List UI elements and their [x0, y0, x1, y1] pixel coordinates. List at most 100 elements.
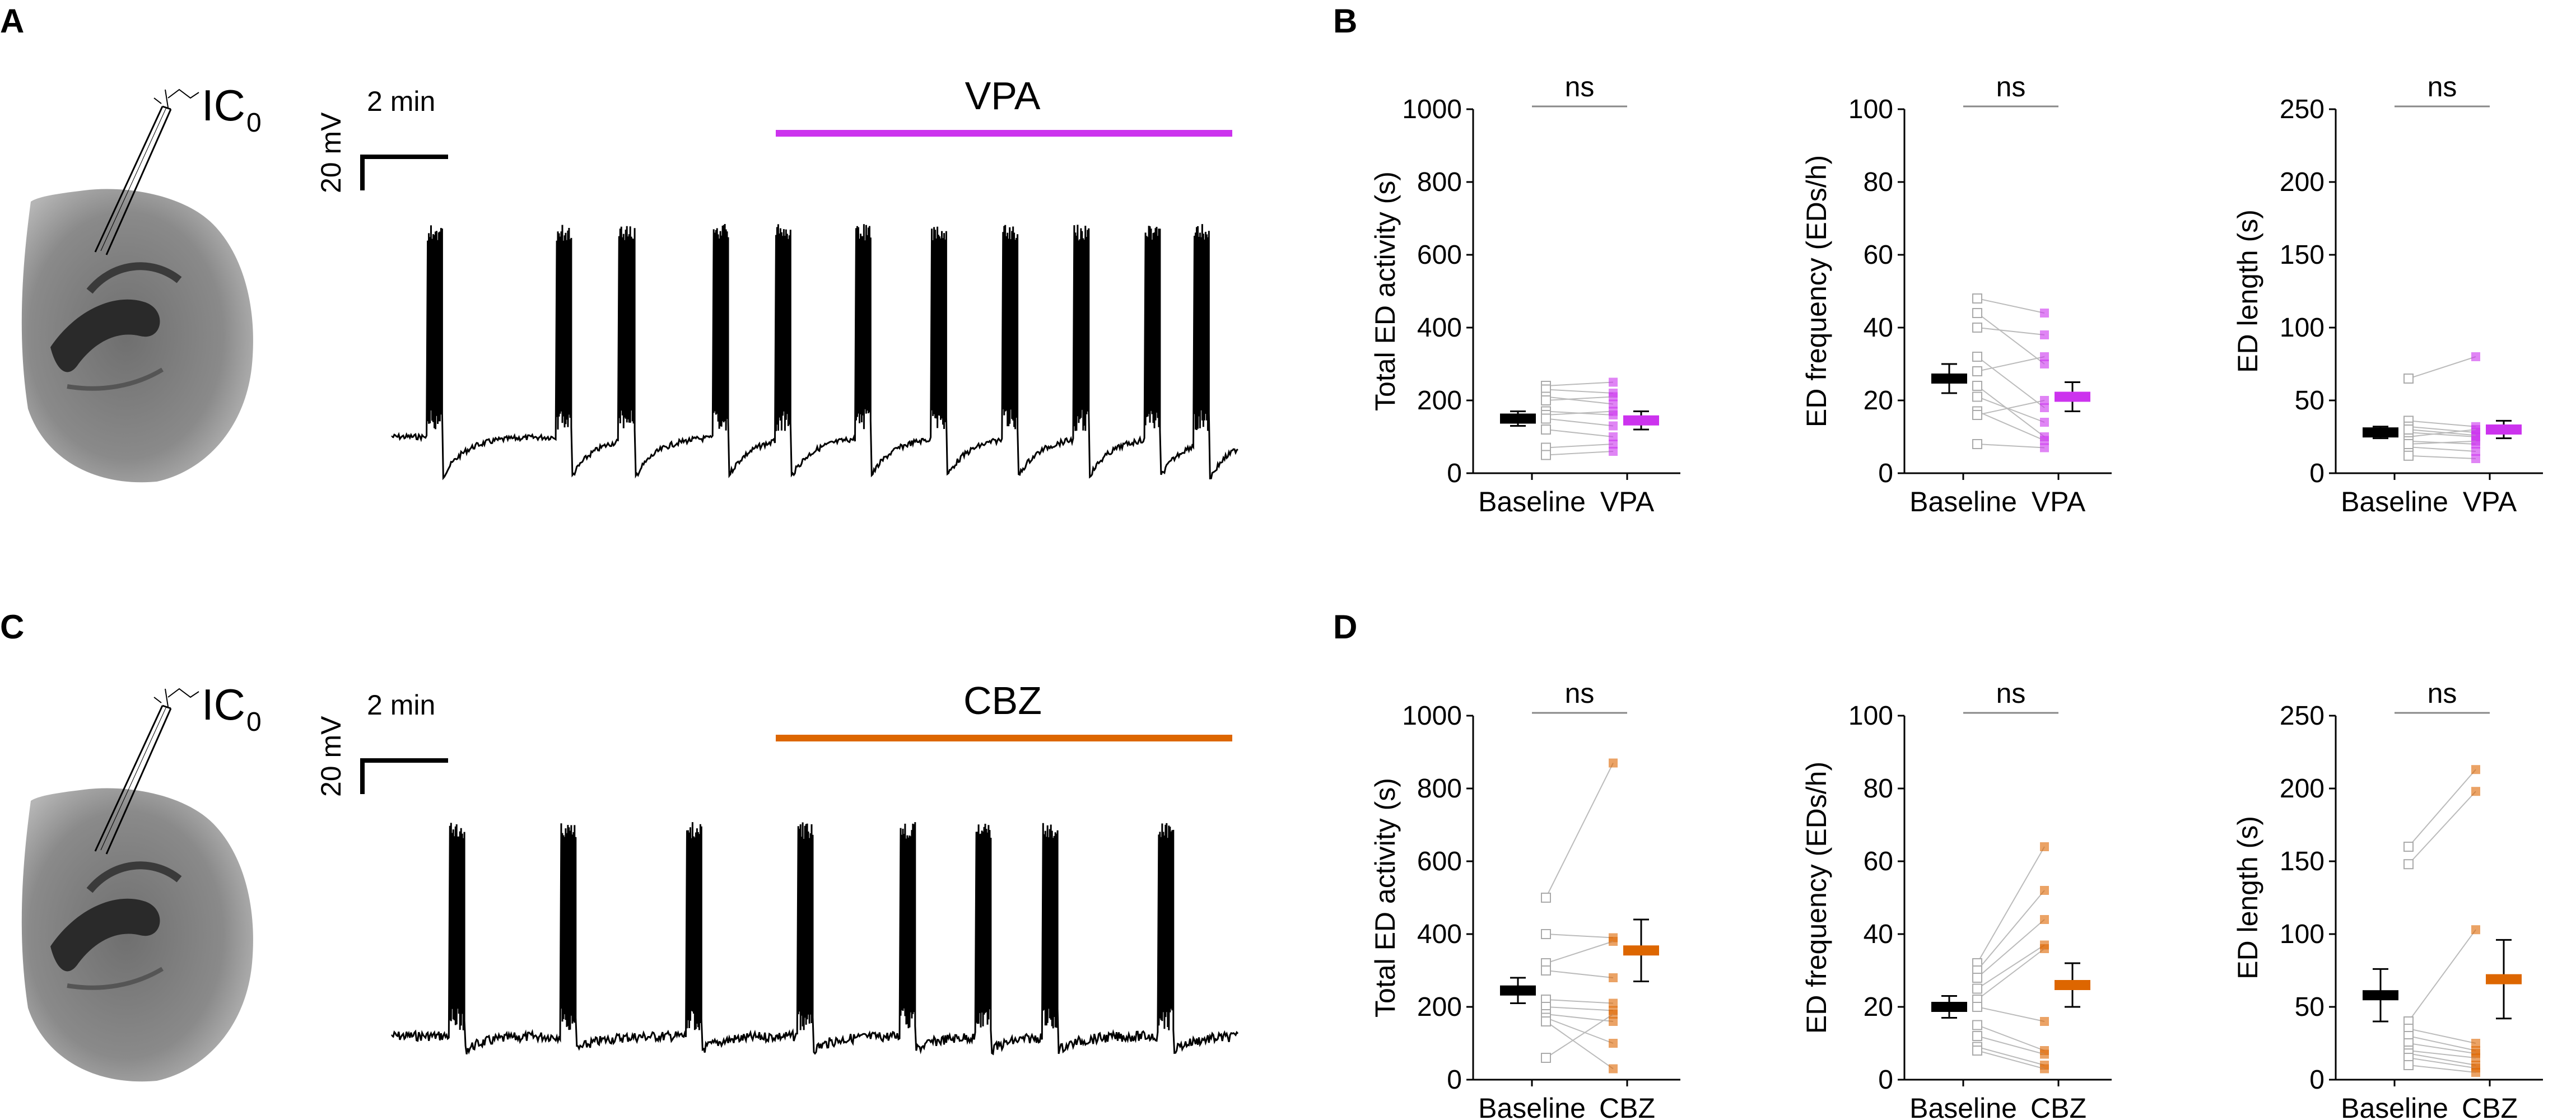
pair-line: [1977, 327, 2045, 335]
trace-a: [391, 223, 1238, 480]
drug-label-a: VPA: [965, 74, 1041, 118]
drug-point: [2471, 1053, 2480, 1062]
mean-marker: [2486, 424, 2522, 435]
drug-summary: [1623, 410, 1659, 431]
pair-line: [2408, 432, 2476, 437]
y-tick-label: 200: [2280, 774, 2325, 804]
pair-line: [1977, 298, 2045, 314]
svg-text:2 min: 2 min: [367, 86, 435, 117]
baseline-point: [1972, 366, 1982, 376]
drug-point: [2040, 309, 2049, 318]
x-category-label: Baseline: [1478, 1093, 1586, 1120]
drug-point: [1609, 1064, 1618, 1074]
pair-line: [1545, 763, 1614, 898]
drug-point: [1609, 440, 1618, 449]
x-category-label: Baseline: [1909, 1093, 2017, 1120]
svg-text:IC: IC: [202, 680, 245, 729]
y-tick-label: 80: [1864, 167, 1893, 197]
y-tick-label: 80: [1864, 774, 1893, 804]
pair-line: [2408, 1043, 2476, 1054]
baseline-point: [1972, 973, 1982, 983]
pair-line: [1977, 400, 2045, 416]
y-tick-label: 100: [1848, 95, 1893, 124]
pair-line: [1977, 356, 2045, 408]
drug-point: [1609, 1039, 1618, 1048]
y-tick-label: 150: [2280, 240, 2325, 270]
ic-label-a: IC 0: [202, 81, 262, 138]
pair-line: [1545, 999, 1614, 1004]
pair-line: [1977, 846, 2045, 964]
pair-line: [1977, 1050, 2045, 1070]
svg-text:0: 0: [246, 707, 262, 737]
panel-label-a: A: [0, 2, 24, 40]
pair-line: [1977, 1024, 2045, 1051]
baseline-summary: [2363, 426, 2398, 440]
pair-line: [2408, 420, 2476, 427]
baseline-point: [1972, 1002, 1982, 1012]
mean-marker: [2363, 427, 2398, 438]
y-tick-label: 250: [2280, 701, 2325, 731]
drug-point: [2040, 944, 2049, 953]
y-tick-label: 400: [1417, 920, 1462, 949]
pair-line: [1545, 396, 1614, 405]
pair-line: [1545, 381, 1614, 386]
drug-point: [2471, 454, 2480, 463]
slice-illustration-a: [21, 88, 253, 483]
drug-point: [2471, 447, 2480, 456]
pair-line: [2408, 1057, 2476, 1069]
mean-marker: [2055, 391, 2090, 402]
plot-axes: 0 20 40 60 80 100 ED frequency (EDs/h) Baseline…: [1801, 95, 2112, 517]
drug-label-c: CBZ: [963, 679, 1042, 722]
y-tick-label: 40: [1864, 920, 1893, 949]
drug-point: [2471, 352, 2480, 361]
pair-line: [1977, 396, 2045, 423]
svg-text:20 mV: 20 mV: [315, 112, 347, 193]
baseline-point: [1972, 1031, 1982, 1041]
significance-label: ns: [1565, 71, 1595, 102]
baseline-point: [2403, 439, 2414, 449]
drug-point: [2040, 330, 2049, 339]
drug-point: [1609, 1010, 1618, 1019]
pair-line: [1545, 970, 1614, 978]
y-tick-label: 20: [1864, 386, 1893, 416]
y-tick-label: 60: [1864, 847, 1893, 876]
pair-line: [1977, 948, 2045, 1000]
drug-summary: [2055, 381, 2090, 412]
baseline-point: [1972, 308, 1982, 318]
baseline-point: [1972, 323, 1982, 333]
y-tick-label: 0: [1447, 1065, 1462, 1095]
significance-label: ns: [2428, 71, 2457, 102]
drug-point: [2040, 436, 2049, 445]
pair-line: [2408, 440, 2476, 445]
y-tick-label: 100: [2280, 920, 2325, 949]
pair-line: [2408, 769, 2476, 847]
y-tick-label: 200: [2280, 167, 2325, 197]
mean-marker: [2363, 990, 2398, 1001]
pair-line: [2408, 1050, 2476, 1058]
y-tick-label: 20: [1864, 992, 1893, 1022]
significance-label: ns: [1996, 71, 2026, 102]
y-tick-label: 400: [1417, 313, 1462, 343]
drug-point: [2040, 418, 2049, 427]
scale-bar-c: 2 min 20 mV: [315, 689, 448, 797]
y-axis-label: ED frequency (EDs/h): [1801, 155, 1832, 427]
pair-line: [1545, 451, 1614, 456]
drug-summary: [2055, 962, 2090, 1008]
svg-text:20 mV: 20 mV: [315, 716, 347, 797]
drug-point: [2471, 765, 2480, 774]
pair-line: [1977, 385, 2045, 437]
baseline-summary: [1931, 995, 1967, 1019]
pair-line: [1977, 890, 2045, 971]
y-axis-label: ED length (s): [2232, 209, 2263, 373]
x-category-label: CBZ: [2030, 1093, 2086, 1120]
baseline-point: [1972, 381, 1982, 391]
y-axis-label: ED frequency (EDs/h): [1801, 762, 1832, 1034]
y-tick-label: 0: [2309, 459, 2325, 488]
panel-label-c: C: [0, 608, 24, 646]
drug-point: [1609, 421, 1618, 431]
y-tick-label: 200: [1417, 386, 1462, 416]
pair-line: [1545, 410, 1614, 416]
plot-axes: 0 20 40 60 80 100 ED frequency (EDs/h) Baseline…: [1801, 701, 2112, 1120]
baseline-point: [2403, 374, 2414, 384]
